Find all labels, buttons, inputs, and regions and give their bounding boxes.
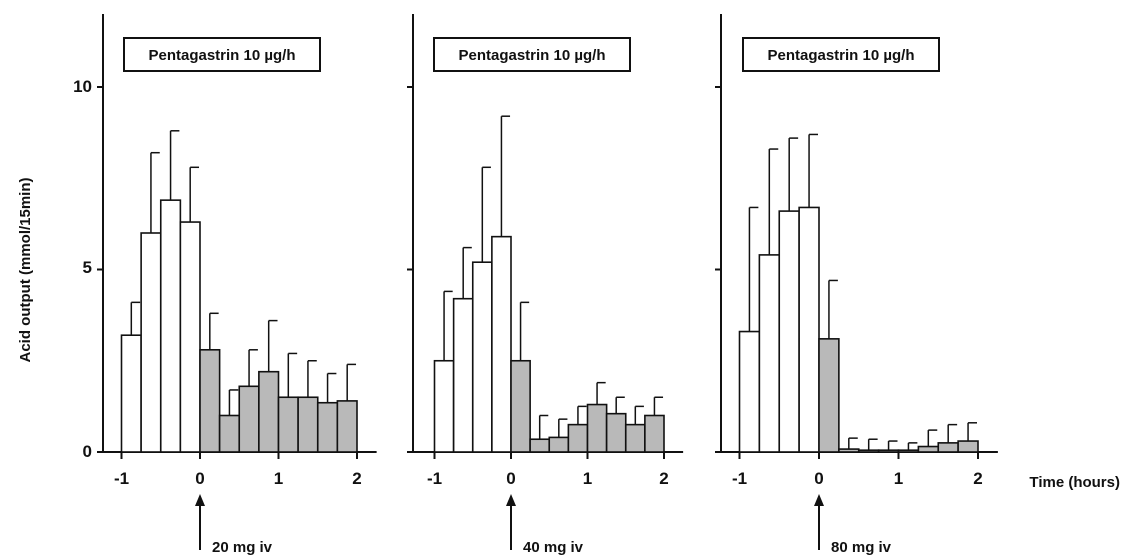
x-tick-label: 1	[583, 469, 592, 488]
baseline-bar	[179, 221, 201, 453]
treated-bar	[238, 385, 260, 453]
y-tick-label: 0	[83, 442, 92, 461]
baseline-bar	[738, 330, 761, 453]
treated-bar	[586, 403, 608, 453]
baseline-bar	[433, 359, 455, 453]
treated-bar	[316, 401, 339, 453]
panel-3: -1 0 1 2 Pentagastrin 10 µg/h 80 mg iv	[715, 14, 998, 556]
treated-bar	[258, 370, 280, 453]
panel-title-box	[123, 37, 321, 72]
x-tick-label: 0	[195, 469, 204, 488]
x-tick-label: 0	[506, 469, 515, 488]
y-tick-label: 5	[83, 258, 92, 277]
panel-1: -1 0 1 2 Pentagastrin 10 µg/h 20 mg iv	[97, 14, 377, 556]
panel-title: Pentagastrin 10 µg/h	[148, 47, 295, 64]
baseline-bar	[471, 261, 493, 453]
arrow-icon	[814, 494, 824, 506]
treated-bar	[510, 359, 531, 453]
treated-bar	[297, 396, 319, 453]
baseline-bar	[491, 235, 512, 453]
treated-bar	[897, 449, 920, 453]
treated-bar	[624, 423, 646, 453]
baseline-bar	[778, 210, 800, 453]
x-tick-label: 2	[659, 469, 668, 488]
treated-bar	[199, 348, 221, 453]
treated-bar	[937, 442, 959, 453]
treated-bar	[277, 396, 299, 453]
treated-bar	[336, 400, 358, 453]
y-axis: 10 5 0 Acid output (mmol/15min)	[17, 77, 92, 461]
panel-2: -1 0 1 2 Pentagastrin 10 µg/h 40 mg iv	[407, 14, 684, 556]
treated-bar	[567, 423, 589, 453]
baseline-bar	[120, 334, 142, 453]
baseline-bar	[452, 297, 474, 453]
x-tick-label: -1	[427, 469, 442, 488]
x-tick-label: 0	[814, 469, 823, 488]
dose-annotation: 80 mg iv	[831, 539, 892, 556]
treated-bar	[877, 449, 900, 453]
treated-bar	[548, 436, 570, 453]
treated-bar	[605, 412, 627, 453]
baseline-bar	[758, 254, 781, 453]
dose-annotation: 40 mg iv	[523, 539, 584, 556]
chart-panels: -1 0 1 2 Pentagastrin 10 µg/h 20 mg iv -1 0 1 2 Pe…	[97, 14, 998, 556]
x-tick-label: 2	[352, 469, 361, 488]
treated-bar	[917, 445, 940, 453]
panel-title-box	[433, 37, 631, 72]
x-tick-label: 1	[894, 469, 903, 488]
treated-bar	[857, 449, 880, 453]
treated-bar	[818, 338, 840, 453]
x-tick-label: -1	[732, 469, 747, 488]
arrow-icon	[506, 494, 516, 506]
x-tick-label: 2	[973, 469, 982, 488]
baseline-bar	[159, 199, 182, 453]
x-tick-label: 1	[274, 469, 283, 488]
arrow-icon	[195, 494, 205, 506]
panel-title: Pentagastrin 10 µg/h	[767, 47, 914, 64]
dose-annotation: 20 mg iv	[212, 539, 273, 556]
panel-title: Pentagastrin 10 µg/h	[458, 47, 605, 64]
treated-bar	[957, 440, 979, 453]
y-axis-title: Acid output (mmol/15min)	[17, 178, 34, 363]
x-axis-title: Time (hours)	[1029, 474, 1120, 491]
treated-bar	[838, 448, 860, 453]
baseline-bar	[798, 206, 820, 453]
treated-bar	[529, 438, 551, 453]
treated-bar	[644, 414, 665, 453]
x-tick-label: -1	[114, 469, 129, 488]
y-tick-label: 10	[73, 77, 92, 96]
baseline-bar	[140, 232, 162, 453]
panel-title-box	[742, 37, 940, 72]
treated-bar	[218, 414, 241, 453]
